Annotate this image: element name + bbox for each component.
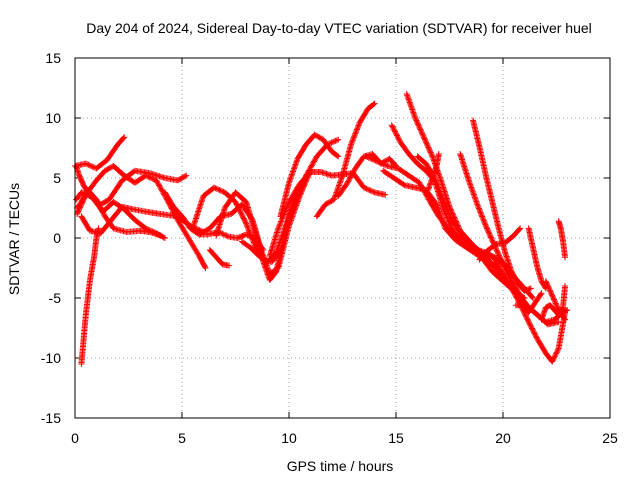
chart-title: Day 204 of 2024, Sidereal Day-to-day VTE… xyxy=(86,20,592,36)
x-axis-label: GPS time / hours xyxy=(287,458,394,474)
series-track-32 xyxy=(538,283,569,323)
series-track-6 xyxy=(78,225,102,367)
x-tick-label: 15 xyxy=(388,430,404,446)
series-track-5 xyxy=(74,187,164,239)
x-tick-label: 0 xyxy=(71,430,79,446)
series-track-11 xyxy=(206,247,233,269)
series-track-13 xyxy=(238,136,342,265)
series-track-31 xyxy=(555,218,569,261)
series-track-16 xyxy=(313,100,378,220)
series-track-29 xyxy=(525,225,549,292)
x-tick-labels: 0 5 10 15 20 25 xyxy=(71,430,618,446)
data-points xyxy=(72,91,571,367)
y-tick-label: -5 xyxy=(49,290,62,306)
series-track-23 xyxy=(425,151,442,193)
y-tick-label: -15 xyxy=(41,410,61,426)
x-tick-label: 20 xyxy=(495,430,511,446)
series-track-26 xyxy=(491,259,569,365)
x-tick-label: 5 xyxy=(178,430,186,446)
plot-frame xyxy=(74,57,611,419)
y-tick-label: 15 xyxy=(45,50,61,66)
series-track-15 xyxy=(277,131,342,220)
y-tick-label: 10 xyxy=(45,110,61,126)
y-tick-label: 5 xyxy=(53,170,61,186)
y-tick-label: -10 xyxy=(41,350,61,366)
series-track-28 xyxy=(512,290,545,316)
y-tick-label: 0 xyxy=(53,230,61,246)
y-tick-labels: -15 -10 -5 0 5 10 15 xyxy=(41,50,61,426)
y-axis-label: SDTVAR / TECUs xyxy=(6,183,22,295)
series-track-27 xyxy=(476,225,524,263)
x-tick-label: 10 xyxy=(281,430,297,446)
x-tick-label: 25 xyxy=(602,430,618,446)
